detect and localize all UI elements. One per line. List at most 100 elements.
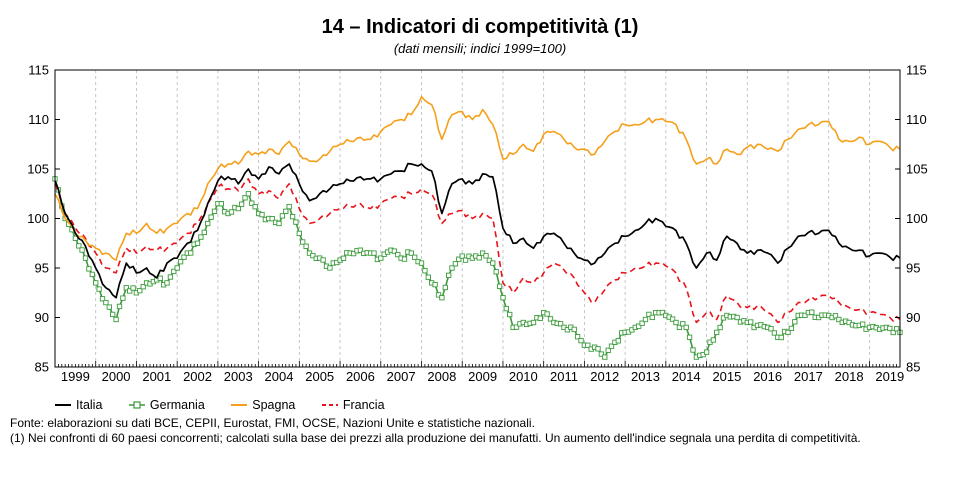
data-point-germania bbox=[194, 240, 201, 246]
data-point-germania bbox=[496, 283, 503, 289]
data-point-germania bbox=[571, 326, 577, 333]
data-point-germania bbox=[205, 220, 211, 227]
data-point-germania bbox=[140, 284, 146, 290]
y-tick-label-left: 105 bbox=[27, 162, 49, 177]
x-tick-label: 2001 bbox=[142, 369, 171, 384]
legend-item-francia: Francia bbox=[321, 398, 385, 412]
data-point-germania bbox=[649, 314, 655, 321]
y-tick-label-right: 90 bbox=[906, 310, 920, 325]
data-point-germania bbox=[680, 321, 686, 327]
data-point-germania bbox=[771, 330, 778, 336]
data-point-germania bbox=[768, 326, 774, 332]
data-point-germania bbox=[300, 239, 306, 245]
legend-swatch-italia bbox=[55, 404, 71, 406]
data-point-germania bbox=[479, 250, 486, 256]
y-tick-label-left: 100 bbox=[27, 211, 49, 226]
data-point-germania bbox=[167, 274, 174, 280]
data-point-germania bbox=[615, 338, 621, 344]
data-point-germania bbox=[401, 256, 408, 262]
data-point-germania bbox=[357, 247, 364, 253]
data-point-germania bbox=[422, 268, 428, 274]
x-tick-label: 2018 bbox=[835, 369, 864, 384]
data-point-germania bbox=[137, 287, 143, 294]
data-point-germania bbox=[120, 295, 126, 301]
data-point-germania bbox=[252, 204, 258, 210]
data-point-germania bbox=[181, 254, 187, 260]
y-tick-label-right: 115 bbox=[906, 63, 927, 78]
data-point-germania bbox=[245, 191, 252, 197]
data-point-germania bbox=[486, 257, 493, 264]
y-tick-label-right: 100 bbox=[906, 211, 928, 226]
data-point-germania bbox=[676, 324, 683, 331]
data-point-germania bbox=[785, 329, 791, 336]
data-point-germania bbox=[320, 257, 326, 263]
data-point-germania bbox=[483, 253, 489, 259]
data-point-germania bbox=[198, 234, 204, 240]
x-tick-label: 2019 bbox=[875, 369, 904, 384]
data-point-germania bbox=[792, 319, 798, 325]
data-point-germania bbox=[639, 320, 645, 326]
data-point-germania bbox=[602, 354, 608, 360]
x-tick-label: 2010 bbox=[509, 369, 538, 384]
grid-lines bbox=[95, 70, 870, 367]
data-point-germania bbox=[259, 211, 265, 218]
x-tick-label: 2014 bbox=[672, 369, 701, 384]
data-point-germania bbox=[544, 311, 550, 317]
data-point-germania bbox=[327, 265, 333, 271]
data-point-germania bbox=[598, 351, 605, 357]
line-chart: 85 90 95 100 105 110 115 85 90 95 100 105 110 115 19… bbox=[27, 63, 928, 385]
y-tick-label-left: 85 bbox=[35, 360, 49, 375]
footnote-source: Fonte: elaborazioni su dati BCE, CEPII, … bbox=[10, 416, 535, 430]
x-tick-label: 2012 bbox=[590, 369, 619, 384]
data-point-germania bbox=[490, 260, 496, 266]
data-point-germania bbox=[283, 208, 289, 214]
data-point-germania bbox=[157, 275, 163, 281]
data-point-germania bbox=[412, 254, 418, 260]
data-point-germania bbox=[860, 321, 866, 327]
data-point-germania bbox=[286, 203, 292, 210]
y-tick-label-right: 85 bbox=[906, 360, 920, 375]
data-point-germania bbox=[228, 209, 235, 215]
data-point-germania bbox=[289, 213, 296, 220]
y-axis-right: 85 90 95 100 105 110 115 bbox=[895, 63, 928, 375]
data-point-germania bbox=[574, 334, 581, 340]
data-point-germania bbox=[235, 205, 241, 212]
data-point-germania bbox=[608, 343, 615, 349]
data-point-germania bbox=[673, 319, 679, 326]
data-point-germania bbox=[646, 311, 652, 318]
data-point-germania bbox=[418, 260, 425, 266]
data-point-germania bbox=[110, 311, 116, 318]
data-point-germania bbox=[686, 334, 693, 340]
legend: Italia Germania Spagna Francia bbox=[54, 398, 407, 413]
data-point-germania bbox=[408, 250, 414, 256]
x-tick-label: 2009 bbox=[468, 369, 497, 384]
legend-label-italia: Italia bbox=[76, 398, 103, 412]
data-point-germania bbox=[211, 208, 218, 214]
x-tick-label: 2000 bbox=[102, 369, 131, 384]
data-point-germania bbox=[303, 243, 309, 249]
data-point-germania bbox=[89, 271, 95, 278]
legend-label-francia: Francia bbox=[342, 398, 385, 412]
data-point-germania bbox=[106, 304, 112, 310]
data-point-germania bbox=[493, 269, 499, 275]
x-tick-label: 2003 bbox=[224, 369, 253, 384]
data-point-germania bbox=[537, 315, 543, 321]
y-tick-label-left: 90 bbox=[35, 310, 49, 325]
y-tick-label-right: 105 bbox=[906, 162, 928, 177]
data-point-germania bbox=[208, 214, 214, 220]
data-point-germania bbox=[703, 349, 710, 355]
x-tick-label: 2004 bbox=[265, 369, 294, 384]
data-point-germania bbox=[96, 286, 102, 292]
x-tick-label: 2017 bbox=[794, 369, 823, 384]
data-point-germania bbox=[530, 319, 537, 326]
data-point-germania bbox=[113, 316, 119, 323]
data-point-germania bbox=[350, 250, 357, 257]
data-point-germania bbox=[710, 337, 717, 343]
data-point-germania bbox=[683, 324, 689, 331]
series-line-spagna bbox=[54, 95, 901, 261]
legend-item-italia: Italia bbox=[54, 398, 102, 412]
footnote-note: (1) Nei confronti di 60 paesi concorrent… bbox=[10, 431, 861, 445]
data-point-germania bbox=[127, 288, 133, 294]
y-axis-left: 85 90 95 100 105 110 115 bbox=[27, 63, 60, 375]
data-point-germania bbox=[395, 251, 401, 258]
